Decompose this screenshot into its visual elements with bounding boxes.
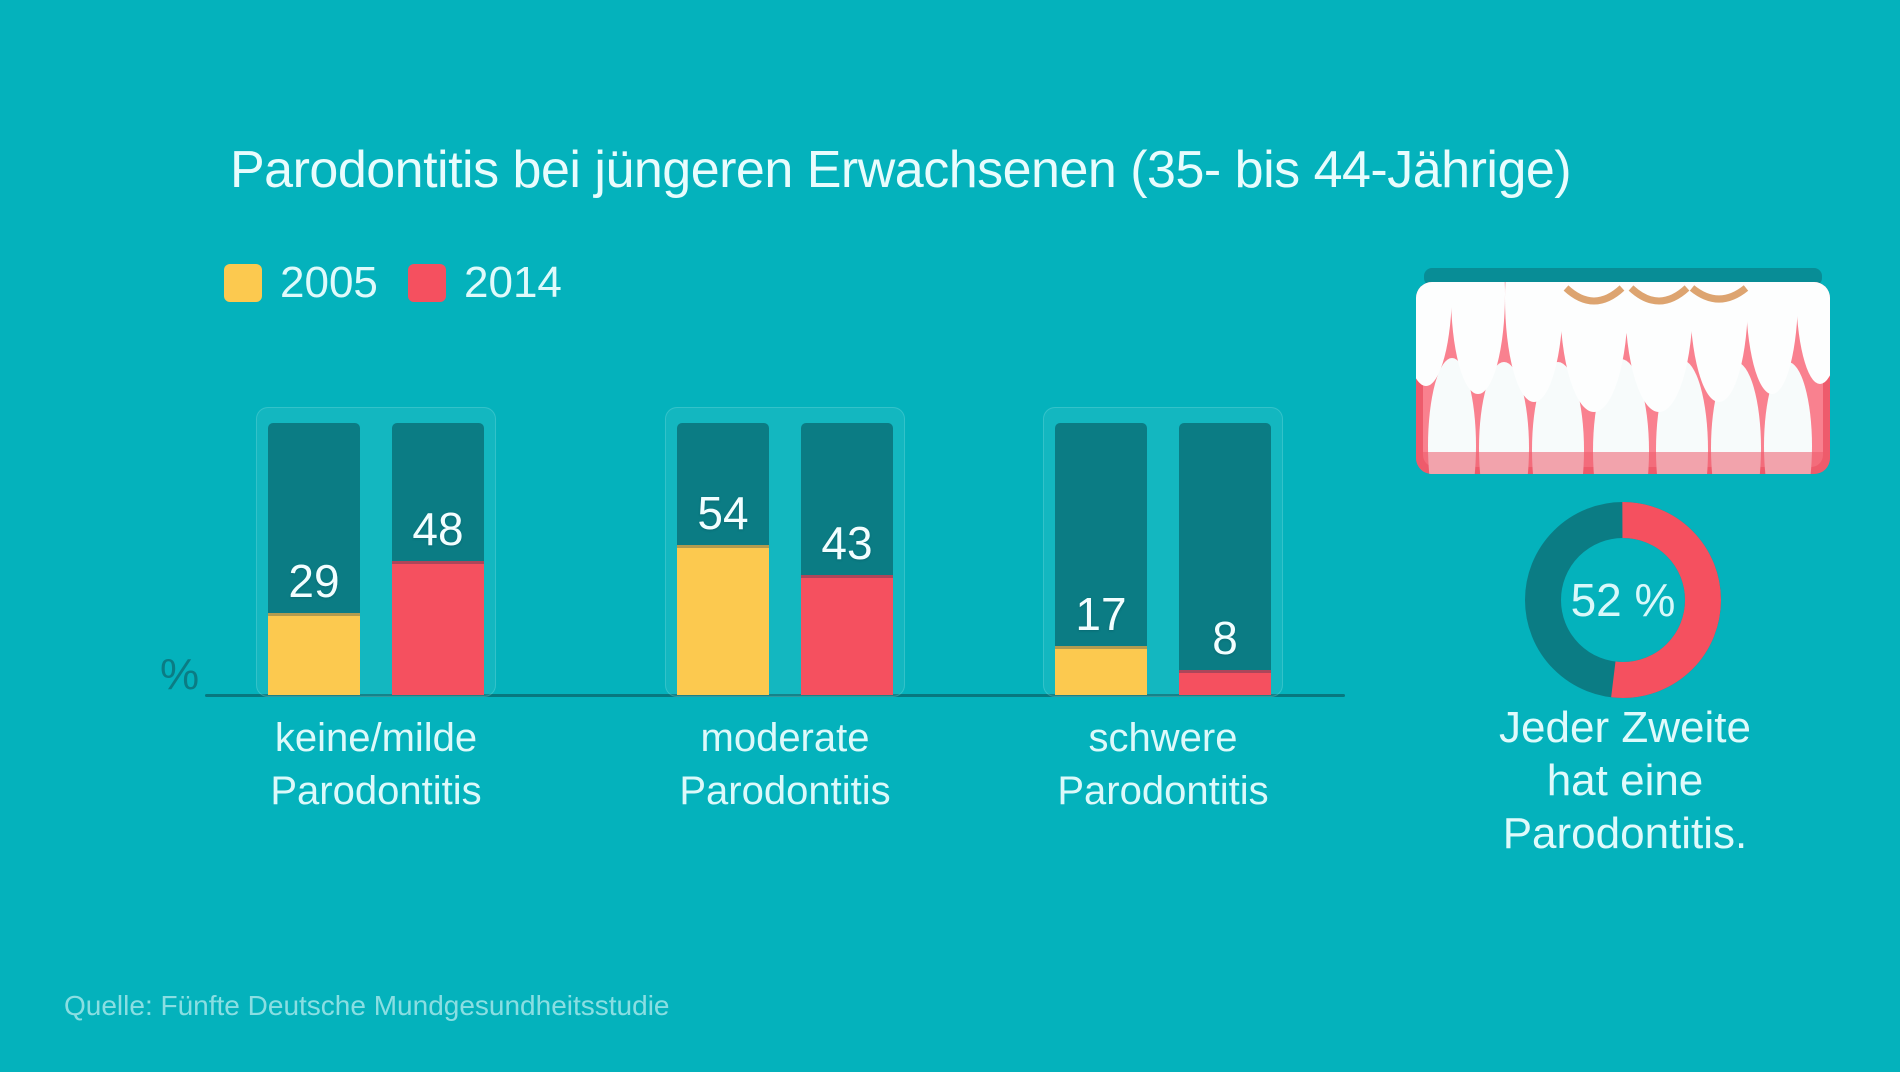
y-axis-unit-label: % xyxy=(160,650,200,699)
bar-fill-2014 xyxy=(392,561,484,695)
bar-fill-2014 xyxy=(1179,670,1271,695)
bar-group-1: 29 48 xyxy=(256,407,496,697)
bar-track-2005: 54 xyxy=(677,423,769,695)
donut-arc xyxy=(1525,502,1721,698)
legend-swatch-2005 xyxy=(224,264,262,302)
bar-track-2014: 43 xyxy=(801,423,893,695)
bar-fill-2005 xyxy=(677,545,769,695)
x-axis-line xyxy=(205,694,1345,697)
legend-swatch-2014 xyxy=(408,264,446,302)
bar-track-2005: 29 xyxy=(268,423,360,695)
bar-value-label: 29 xyxy=(288,555,340,607)
legend-item-2014: 2014 xyxy=(408,258,562,308)
bar-value-label: 43 xyxy=(821,517,873,569)
bar-track-2005: 17 xyxy=(1055,423,1147,695)
category-label-3: schwere Parodontitis xyxy=(1057,716,1269,813)
source-note: Quelle: Fünfte Deutsche Mundgesundheitss… xyxy=(64,990,670,1021)
bar-value-label: 8 xyxy=(1212,612,1238,664)
category-label-2: moderate Parodontitis xyxy=(679,716,891,813)
lower-teeth xyxy=(1428,358,1812,474)
legend-item-2005: 2005 xyxy=(224,258,378,308)
bar-value-label: 48 xyxy=(412,503,464,555)
gumline-inflammation xyxy=(1563,285,1749,305)
bar-value-label: 17 xyxy=(1075,588,1127,640)
bar-track-2014: 8 xyxy=(1179,423,1271,695)
legend-label-2005: 2005 xyxy=(280,258,378,307)
bar-fill-2005 xyxy=(268,613,360,695)
bar-track-2014: 48 xyxy=(392,423,484,695)
bar-group-2: 54 43 xyxy=(665,407,905,697)
donut-caption: Jeder Zweite hat eine Parodontitis. xyxy=(1499,703,1751,858)
bar-value-label: 54 xyxy=(697,487,749,539)
bar-group-3: 17 8 xyxy=(1043,407,1283,697)
bar-fill-2005 xyxy=(1055,646,1147,695)
donut-value-label: 52 % xyxy=(1570,574,1676,626)
teeth-top-shadow xyxy=(1424,268,1822,286)
lower-gum-edge xyxy=(1416,452,1830,474)
page-title: Parodontitis bei jüngeren Erwachsenen (3… xyxy=(230,141,1572,199)
bar-fill-2014 xyxy=(801,575,893,695)
category-label-1: keine/milde Parodontitis xyxy=(270,716,482,813)
teeth-gums-illustration xyxy=(1416,268,1830,474)
donut-chart xyxy=(1525,502,1721,698)
legend-label-2014: 2014 xyxy=(464,258,562,307)
